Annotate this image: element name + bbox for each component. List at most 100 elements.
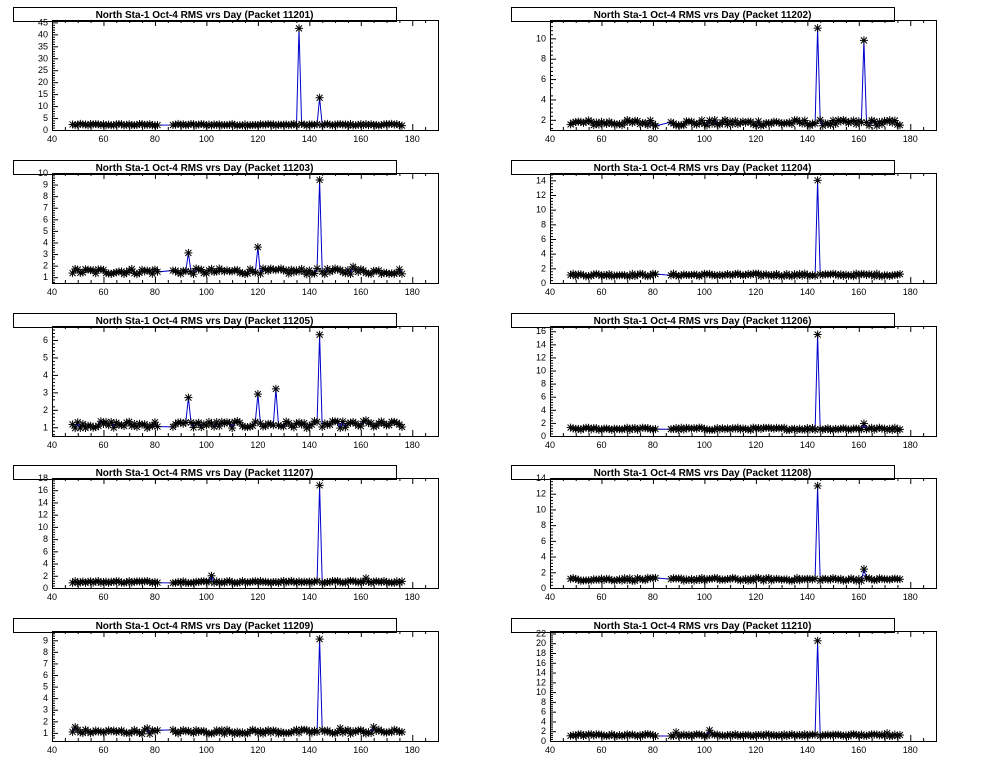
marker-d2 <box>652 425 659 433</box>
marker-d2 <box>574 425 582 433</box>
marker-d2 <box>218 267 226 274</box>
chart-title-box <box>13 465 397 480</box>
data-point <box>207 571 216 580</box>
marker-d2 <box>711 116 719 124</box>
y-tick-label: 3 <box>43 249 48 259</box>
marker-d2 <box>868 271 876 279</box>
marker-d2 <box>858 425 865 433</box>
chart-title: North Sta-1 Oct-4 RMS vrs Day (Packet 11… <box>96 316 314 327</box>
data-point <box>289 423 298 432</box>
marker-d2 <box>287 577 295 585</box>
marker-d2 <box>275 421 282 429</box>
data-point <box>269 421 278 430</box>
marker-d2 <box>375 267 383 274</box>
data-point <box>397 121 406 130</box>
marker-d2 <box>894 426 901 434</box>
x-tick-label: 160 <box>851 440 866 450</box>
marker-d2 <box>339 418 347 425</box>
marker-d2 <box>891 117 899 124</box>
marker-d2 <box>192 265 200 272</box>
marker-d2 <box>342 121 349 128</box>
marker-d2 <box>801 270 809 277</box>
y-tick-label: 10 <box>38 522 48 532</box>
marker-d2 <box>344 266 352 274</box>
marker-d2 <box>811 426 819 434</box>
data-point <box>313 120 322 129</box>
marker-d2 <box>293 267 300 274</box>
marker-d2 <box>300 121 308 128</box>
marker-d2 <box>71 424 79 432</box>
marker-d2 <box>672 424 680 432</box>
marker-d2 <box>886 425 894 433</box>
marker-d2 <box>372 121 380 129</box>
marker-d2 <box>249 422 257 430</box>
marker-d2 <box>267 265 275 272</box>
chart-title-box <box>511 160 895 175</box>
y-tick-label: 7 <box>43 203 48 213</box>
marker-d2 <box>313 265 321 272</box>
x-tick-label: 60 <box>596 134 606 144</box>
marker-d2 <box>205 121 213 128</box>
marker-d2 <box>241 270 249 278</box>
data-point <box>212 418 221 427</box>
y-tick-label: 8 <box>541 219 546 229</box>
marker-d2 <box>354 121 362 129</box>
marker-d2 <box>94 120 102 128</box>
marker-d2 <box>146 120 154 128</box>
marker-d2 <box>92 269 100 277</box>
marker-d2 <box>393 419 401 427</box>
x-tick-label: 120 <box>748 440 763 450</box>
data-point <box>811 271 820 280</box>
marker-d2 <box>375 122 383 129</box>
x-tick-label: 100 <box>199 592 214 602</box>
marker-d2 <box>262 121 269 129</box>
data-point <box>870 117 879 126</box>
y-tick-label: 6 <box>43 335 48 345</box>
marker-d2 <box>357 120 365 128</box>
marker-d2 <box>71 121 79 129</box>
marker-d2 <box>331 265 339 272</box>
y-tick-label: 4 <box>541 249 546 259</box>
marker-d2 <box>347 120 354 128</box>
data-point <box>720 115 729 124</box>
chart-title-box <box>511 7 895 22</box>
data-point <box>271 384 280 393</box>
marker-d2 <box>102 418 110 426</box>
marker-d2 <box>313 120 321 128</box>
marker-d2 <box>773 270 780 278</box>
marker-d2 <box>282 418 290 425</box>
marker-d2 <box>215 265 223 272</box>
marker-d2 <box>677 424 685 432</box>
x-tick-label: 120 <box>250 287 265 297</box>
data-point <box>651 121 660 130</box>
marker-d2 <box>94 577 102 585</box>
marker-d2 <box>670 120 677 127</box>
data-point <box>127 264 136 273</box>
x-tick-label: 80 <box>648 287 658 297</box>
x-tick-label: 40 <box>545 287 555 297</box>
marker-d2 <box>69 269 76 277</box>
marker-d2 <box>82 265 89 273</box>
marker-d2 <box>580 425 587 432</box>
marker-d2 <box>755 117 762 125</box>
plot-frame <box>550 173 937 284</box>
data-point <box>651 425 660 434</box>
chart-panel-1: North Sta-1 Oct-4 RMS vrs Day (Packet 11… <box>13 7 439 144</box>
marker-d2 <box>76 424 84 432</box>
data-point <box>153 121 162 130</box>
marker-d2 <box>393 120 401 128</box>
marker-d2 <box>228 120 236 128</box>
marker-d2 <box>380 420 388 428</box>
marker-d2 <box>285 270 293 278</box>
marker-d2 <box>280 423 287 430</box>
data-point <box>643 121 652 130</box>
marker-d2 <box>788 120 796 128</box>
y-tick-label: 10 <box>38 168 48 178</box>
marker-d2 <box>742 425 749 433</box>
chart-title: North Sta-1 Oct-4 RMS vrs Day (Packet 11… <box>96 163 314 174</box>
marker-d2 <box>102 121 110 129</box>
y-tick-label: 0 <box>43 583 48 593</box>
marker-d2 <box>744 270 752 278</box>
marker-d2 <box>146 578 154 586</box>
x-tick-label: 120 <box>748 287 763 297</box>
